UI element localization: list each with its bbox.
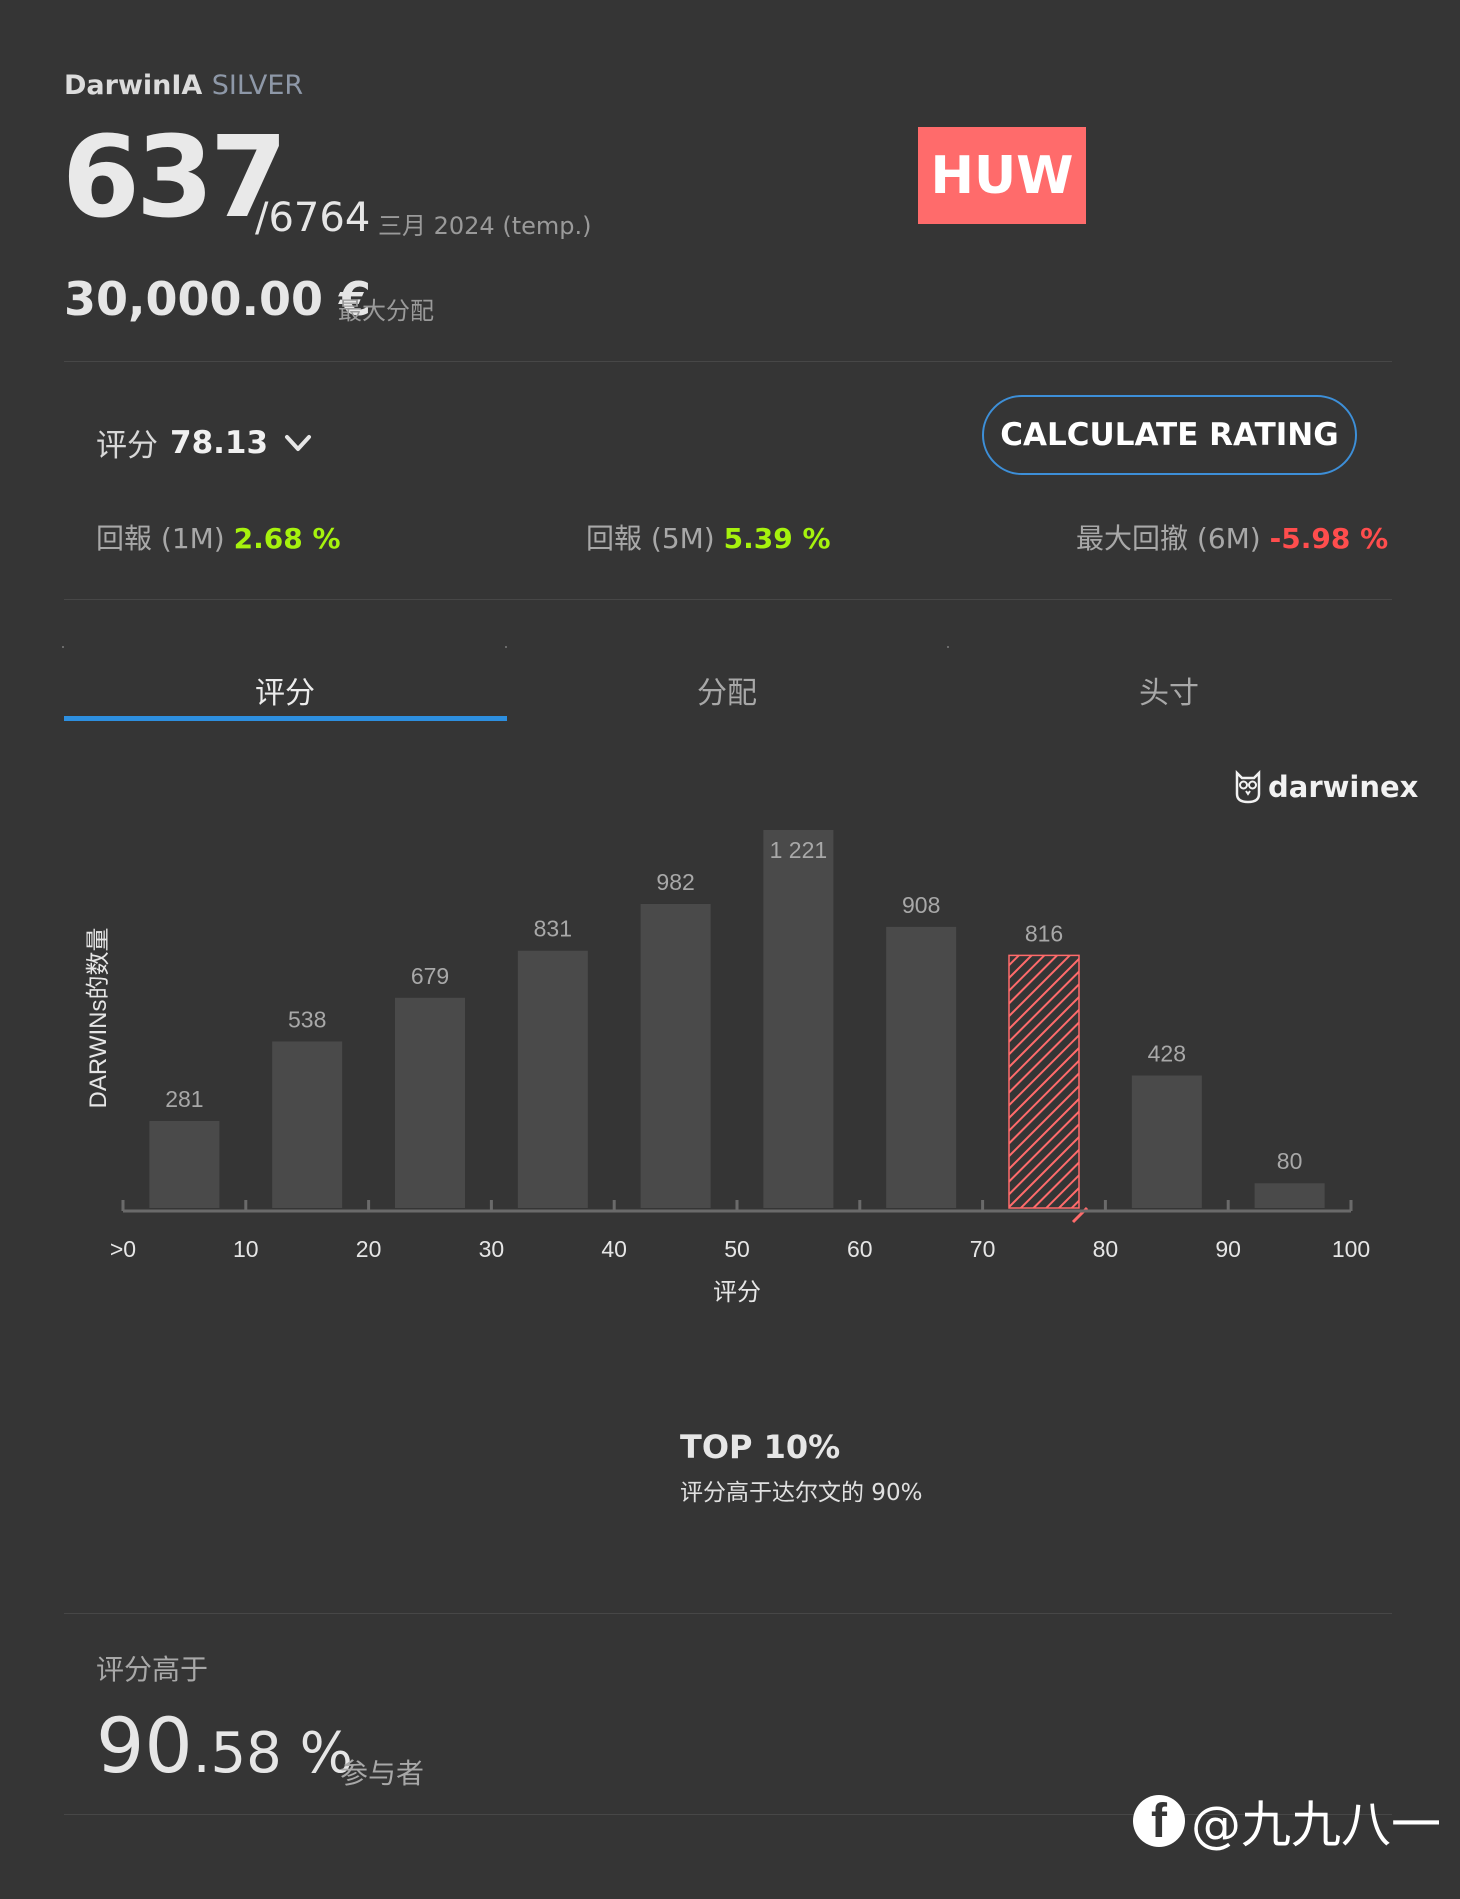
- tab-rating[interactable]: 评分: [255, 676, 315, 711]
- tab-separator: [505, 646, 507, 648]
- stat-label: 最大回撤 (6M): [1076, 522, 1261, 555]
- data-label: 281: [165, 1086, 203, 1112]
- chevron-down-icon: [285, 434, 312, 451]
- tab-allocation[interactable]: 分配: [697, 676, 757, 711]
- owl-icon: [1235, 770, 1261, 804]
- x-tick-label: 40: [601, 1236, 627, 1262]
- data-label: 538: [288, 1006, 326, 1032]
- x-tick-label: 30: [479, 1236, 505, 1262]
- y-axis-label: DARWINs的数量: [85, 928, 112, 1109]
- calculate-rating-button[interactable]: CALCULATE RATING: [982, 395, 1357, 475]
- chart-bar: [763, 830, 834, 1208]
- darwinex-logo: darwinex: [1234, 770, 1418, 804]
- stat-return-5m: 回報 (5M) 5.39 %: [586, 517, 831, 557]
- period-label: 三月 2024 (temp.): [378, 212, 592, 240]
- stat-label: 回報 (1M): [96, 522, 225, 555]
- x-tick-label: 80: [1093, 1236, 1119, 1262]
- chart-bar-highlighted: [1008, 954, 1080, 1209]
- stat-label: 回報 (5M): [586, 522, 715, 555]
- divider: [64, 361, 1392, 362]
- stat-value: -5.98 %: [1269, 522, 1389, 555]
- x-tick-label: 90: [1215, 1236, 1241, 1262]
- chart-bar: [1131, 1075, 1202, 1208]
- stat-value: 2.68 %: [233, 522, 341, 555]
- ticker-badge: HUW: [918, 127, 1086, 224]
- top-percent-title: TOP 10%: [680, 1428, 841, 1466]
- chart-bar: [149, 1121, 220, 1208]
- x-axis-label: 评分: [713, 1278, 761, 1306]
- rating-distribution-chart: 281 538 679 831 982 1 221 908 816 428 80 >0 10 20 30…: [85, 830, 1370, 1306]
- x-tick-label: 50: [724, 1236, 750, 1262]
- chart-bar: [640, 903, 711, 1208]
- facebook-icon: f: [1133, 1795, 1185, 1848]
- rating-label: 评分: [96, 428, 158, 464]
- max-allocation-value: 30,000.00 €: [64, 272, 372, 326]
- top-percent-subtitle: 评分高于达尔文的 90%: [680, 1480, 923, 1506]
- x-tick-label: 70: [970, 1236, 996, 1262]
- tier-label: SILVER: [211, 70, 304, 101]
- logo-text: darwinex: [1268, 770, 1419, 804]
- rating-dropdown[interactable]: 评分 78.13: [96, 420, 314, 465]
- brand-title: DarwinIA SILVER: [64, 70, 303, 101]
- rank-number: 637: [62, 113, 288, 243]
- chart-bar: [517, 950, 588, 1208]
- active-tab-indicator: [64, 716, 507, 721]
- tab-separator: [947, 646, 949, 648]
- divider: [64, 1613, 1392, 1614]
- rated-higher-label: 评分高于: [96, 1653, 209, 1686]
- percentage-decimal: .58 %: [192, 1721, 353, 1786]
- x-tick-label: 60: [847, 1236, 873, 1262]
- rank-total: /6764: [255, 195, 371, 241]
- participants-label: 参与者: [340, 1757, 425, 1790]
- data-label: 679: [411, 963, 449, 989]
- data-label: 428: [1148, 1040, 1186, 1066]
- chart-bar: [1254, 1183, 1325, 1208]
- percentage-integer: 90: [96, 1701, 193, 1790]
- chart-bar: [395, 997, 465, 1208]
- rated-higher-percentage: 90.58 %: [96, 1708, 353, 1784]
- data-label: 982: [656, 869, 694, 895]
- data-label: 80: [1277, 1148, 1303, 1174]
- chart-bar: [272, 1041, 343, 1208]
- watermark: f @九九八一: [1133, 1785, 1441, 1857]
- watermark-text: @九九八一: [1191, 1796, 1441, 1854]
- stat-return-1m: 回報 (1M) 2.68 %: [96, 517, 341, 557]
- x-tick-label: 100: [1332, 1236, 1370, 1262]
- brand-name: DarwinIA: [64, 70, 203, 101]
- stat-value: 5.39 %: [723, 522, 831, 555]
- chart-bar: [886, 926, 957, 1208]
- stat-max-drawdown-6m: 最大回撤 (6M) -5.98 %: [1076, 517, 1388, 557]
- rating-value: 78.13: [170, 424, 269, 461]
- tab-separator: [62, 646, 64, 648]
- data-label: 1 221: [770, 837, 828, 863]
- divider: [64, 1814, 1392, 1815]
- x-tick-label: 10: [233, 1236, 259, 1262]
- data-label: 908: [902, 892, 940, 918]
- data-label: 831: [534, 916, 572, 942]
- tab-positions[interactable]: 头寸: [1139, 676, 1199, 711]
- x-tick-label: >0: [110, 1236, 136, 1262]
- max-allocation-label: 最大分配: [338, 297, 434, 325]
- x-tick-label: 20: [356, 1236, 382, 1262]
- data-label: 816: [1025, 920, 1063, 946]
- divider: [64, 599, 1392, 600]
